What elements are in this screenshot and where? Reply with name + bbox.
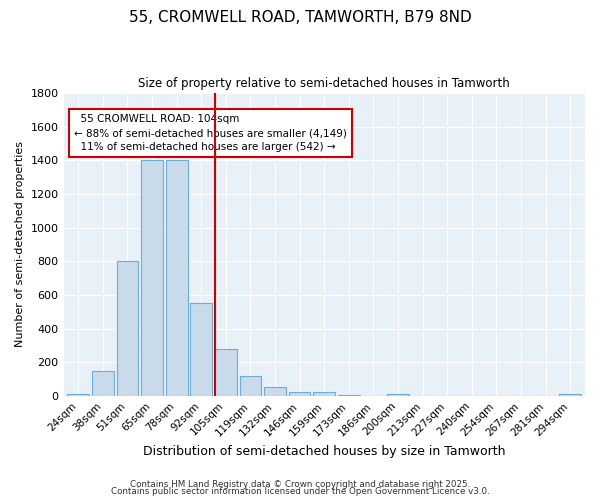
Bar bbox=[190, 304, 212, 396]
Bar bbox=[313, 392, 335, 396]
Bar bbox=[67, 394, 89, 396]
Bar bbox=[92, 370, 114, 396]
Text: 55 CROMWELL ROAD: 104sqm
← 88% of semi-detached houses are smaller (4,149)
  11%: 55 CROMWELL ROAD: 104sqm ← 88% of semi-d… bbox=[74, 114, 347, 152]
Bar bbox=[116, 262, 139, 396]
Bar bbox=[559, 394, 581, 396]
Bar bbox=[215, 348, 237, 396]
Bar bbox=[239, 376, 262, 396]
Text: Contains public sector information licensed under the Open Government Licence v3: Contains public sector information licen… bbox=[110, 488, 490, 496]
Title: Size of property relative to semi-detached houses in Tamworth: Size of property relative to semi-detach… bbox=[139, 78, 510, 90]
Bar bbox=[141, 160, 163, 396]
Bar bbox=[264, 388, 286, 396]
X-axis label: Distribution of semi-detached houses by size in Tamworth: Distribution of semi-detached houses by … bbox=[143, 444, 506, 458]
Text: 55, CROMWELL ROAD, TAMWORTH, B79 8ND: 55, CROMWELL ROAD, TAMWORTH, B79 8ND bbox=[128, 10, 472, 25]
Bar bbox=[289, 392, 310, 396]
Bar bbox=[387, 394, 409, 396]
Bar bbox=[338, 395, 359, 396]
Y-axis label: Number of semi-detached properties: Number of semi-detached properties bbox=[15, 142, 25, 348]
Text: Contains HM Land Registry data © Crown copyright and database right 2025.: Contains HM Land Registry data © Crown c… bbox=[130, 480, 470, 489]
Bar bbox=[166, 160, 188, 396]
